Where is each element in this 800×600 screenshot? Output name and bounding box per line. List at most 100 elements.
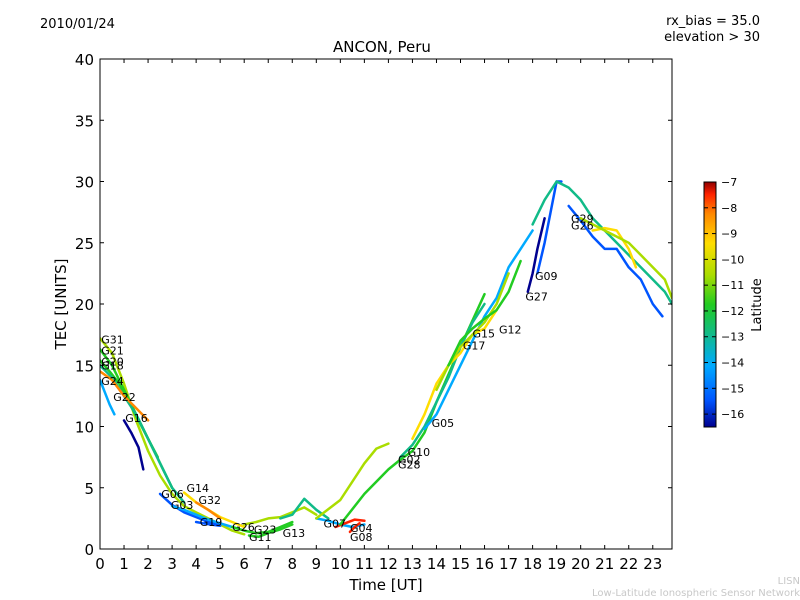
x-tick-label: 16 — [475, 555, 494, 573]
series-label: G12 — [499, 324, 522, 337]
rx-bias-label: rx_bias = 35.0 — [666, 14, 760, 29]
series-line-g06 — [158, 492, 222, 526]
colorbar-tick-label: −16 — [721, 408, 744, 421]
series-line-g13 — [279, 497, 330, 520]
series-label: G16 — [125, 412, 148, 425]
y-tick-label: 25 — [75, 235, 94, 253]
x-tick-label: 11 — [355, 555, 374, 573]
series-line-g27 — [526, 217, 546, 294]
series-line-g22 — [100, 370, 150, 422]
colorbar-tick-label: −9 — [721, 228, 737, 241]
series-label: G14 — [187, 482, 210, 495]
footer-brand: LISN — [777, 576, 800, 587]
plot-frame — [99, 58, 673, 550]
series-label: G03 — [171, 499, 194, 512]
series-label: G08 — [350, 531, 373, 544]
y-tick-label: 35 — [75, 112, 94, 130]
y-tick-label: 0 — [84, 541, 94, 559]
series-label: G26 — [571, 220, 594, 233]
series-label: G17 — [463, 340, 486, 353]
series-line-g11 — [247, 523, 294, 539]
series-label: G11 — [249, 531, 272, 544]
x-tick-label: 5 — [215, 555, 225, 573]
colorbar-tick-label: −11 — [721, 279, 744, 292]
series-line-g25 — [567, 204, 664, 318]
x-tick-label: 2 — [143, 555, 153, 573]
x-tick-label: 8 — [287, 555, 297, 573]
series-line-g10 — [399, 302, 486, 459]
series-label: G18 — [101, 359, 124, 372]
x-tick-label: 6 — [239, 555, 249, 573]
series-line-g02 — [339, 292, 486, 526]
elevation-label: elevation > 30 — [664, 30, 760, 45]
x-tick-label: 18 — [523, 555, 542, 573]
x-tick-label: 0 — [95, 555, 105, 573]
series-line-g17 — [411, 308, 498, 441]
y-tick-label: 10 — [75, 419, 94, 437]
series-line-g26 — [230, 520, 294, 535]
colorbar-tick-label: −14 — [721, 357, 744, 370]
series-line-g32 — [194, 501, 222, 520]
series-label: G09 — [535, 270, 558, 283]
series-label: G31 — [101, 334, 124, 347]
series-label: G29 — [571, 212, 594, 225]
x-tick-label: 9 — [312, 555, 322, 573]
y-tick-label: 30 — [75, 174, 94, 192]
series-line-g16 — [122, 419, 145, 471]
colorbar-tick-label: −13 — [721, 331, 744, 344]
chart-title: ANCON, Peru — [333, 38, 431, 56]
colorbar-label: Latitude — [750, 278, 765, 332]
series-line-g31b — [579, 217, 672, 300]
colorbar-tick-label: −7 — [721, 176, 737, 189]
series-line-g12 — [447, 259, 522, 367]
series-label: G24 — [101, 375, 124, 388]
x-tick-label: 14 — [427, 555, 446, 573]
series-line-g08 — [348, 522, 361, 534]
series-label: G22 — [113, 391, 136, 404]
x-tick-label: 3 — [167, 555, 177, 573]
x-tick-label: 17 — [499, 555, 518, 573]
series-line-g09 — [536, 180, 563, 275]
series-label: G07 — [324, 517, 347, 530]
series-label: G13 — [283, 527, 306, 540]
x-tick-label: 23 — [643, 555, 662, 573]
x-tick-label: 21 — [595, 555, 614, 573]
series-label: G10 — [408, 446, 431, 459]
series-label: G04 — [350, 522, 373, 535]
series-label: G23 — [254, 523, 277, 536]
x-tick-label: 19 — [547, 555, 566, 573]
series-line-g19 — [194, 520, 222, 527]
colorbar-tick-label: −8 — [721, 202, 737, 215]
series-label: G32 — [199, 494, 222, 507]
x-tick-label: 13 — [403, 555, 422, 573]
series-line-g24 — [100, 378, 116, 416]
x-tick-label: 15 — [451, 555, 470, 573]
series-label: G28 — [398, 458, 421, 471]
colorbar — [703, 181, 717, 428]
colorbar-tick-label: −10 — [721, 253, 744, 266]
x-tick-label: 10 — [331, 555, 350, 573]
x-tick-label: 7 — [263, 555, 273, 573]
x-tick-label: 22 — [619, 555, 638, 573]
series-label: G21 — [101, 345, 124, 358]
x-tick-label: 4 — [191, 555, 201, 573]
y-tick-label: 5 — [84, 480, 94, 498]
series-label: G05 — [432, 417, 455, 430]
y-tick-label: 20 — [75, 296, 94, 314]
series-label: G26 — [232, 521, 255, 534]
series-line-g28 — [315, 442, 390, 520]
x-tick-label: 12 — [379, 555, 398, 573]
x-axis-label: Time [UT] — [348, 576, 422, 594]
series-label: G06 — [161, 488, 184, 501]
y-tick-label: 15 — [75, 357, 94, 375]
footer-network-name: Low-Latitude Ionospheric Sensor Network — [592, 588, 800, 599]
x-tick-label: 20 — [571, 555, 590, 573]
y-axis-label: TEC [UNITS] — [52, 259, 70, 351]
series-label: G27 — [525, 291, 548, 304]
colorbar-tick-label: −12 — [721, 305, 744, 318]
y-tick-label: 40 — [75, 51, 94, 69]
series-label: G19 — [200, 516, 223, 529]
date-label: 2010/01/24 — [40, 17, 115, 32]
series-label: G15 — [473, 327, 496, 340]
